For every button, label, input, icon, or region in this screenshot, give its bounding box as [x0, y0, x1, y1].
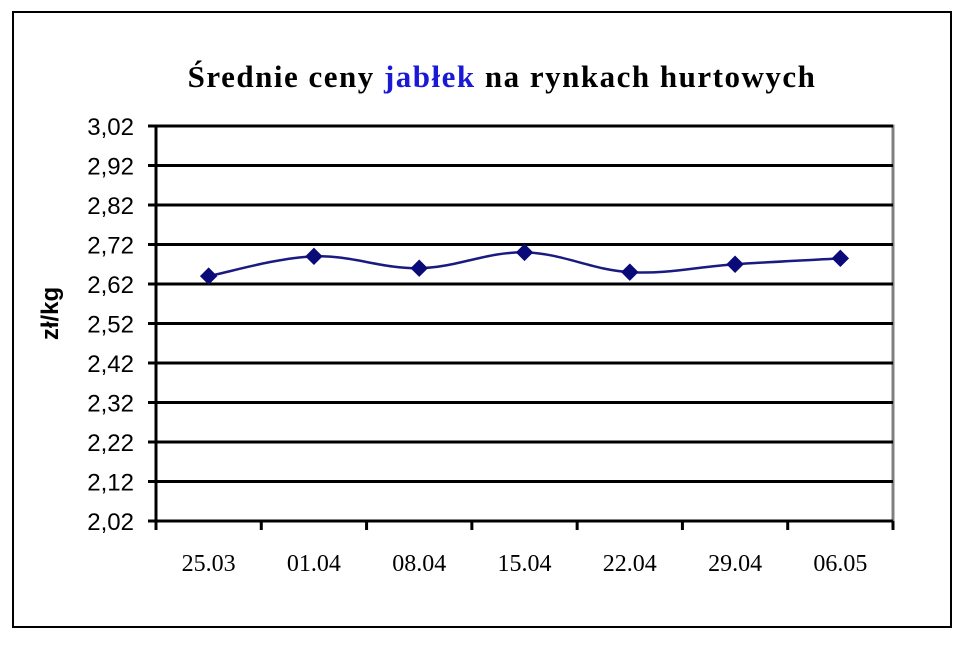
x-tick-label: 29.04 [708, 551, 762, 577]
y-tick-label: 2,52 [87, 312, 134, 339]
y-tick-label: 2,82 [87, 193, 134, 220]
y-tick-label: 2,02 [87, 509, 134, 536]
data-point-marker [305, 247, 323, 266]
data-point-marker [621, 263, 639, 281]
data-point-marker [199, 267, 218, 285]
x-tick-label: 08.04 [392, 551, 446, 577]
data-point-marker [726, 255, 744, 273]
data-point-marker [515, 243, 534, 262]
x-tick-label: 15.04 [498, 551, 552, 577]
chart-title: Średnie ceny jabłek na rynkach hurtowych [14, 59, 950, 95]
x-tick-label: 25.03 [182, 551, 236, 577]
data-point-marker [831, 249, 850, 268]
chart-frame: Średnie ceny jabłek na rynkach hurtowych [12, 11, 952, 628]
y-axis-label: zł/kg [37, 287, 64, 340]
x-tick-label: 22.04 [603, 551, 657, 577]
y-tick-label: 2,32 [87, 391, 134, 418]
data-point-marker [410, 259, 428, 277]
y-tick-label: 2,12 [87, 470, 134, 497]
y-tick-label: 2,22 [87, 430, 134, 457]
y-tick-label: 2,72 [87, 233, 134, 260]
x-tick-label: 06.05 [813, 551, 867, 577]
y-tick-label: 2,92 [87, 154, 134, 181]
y-tick-label: 2,42 [87, 351, 134, 378]
chart-title-part-1: Średnie ceny [187, 59, 384, 94]
chart-title-highlight: jabłek [383, 59, 476, 94]
y-tick-label: 2,62 [87, 272, 134, 299]
y-tick-label: 3,02 [87, 114, 134, 141]
chart-title-part-3: na rynkach hurtowych [475, 59, 817, 94]
x-tick-label: 01.04 [287, 551, 341, 577]
